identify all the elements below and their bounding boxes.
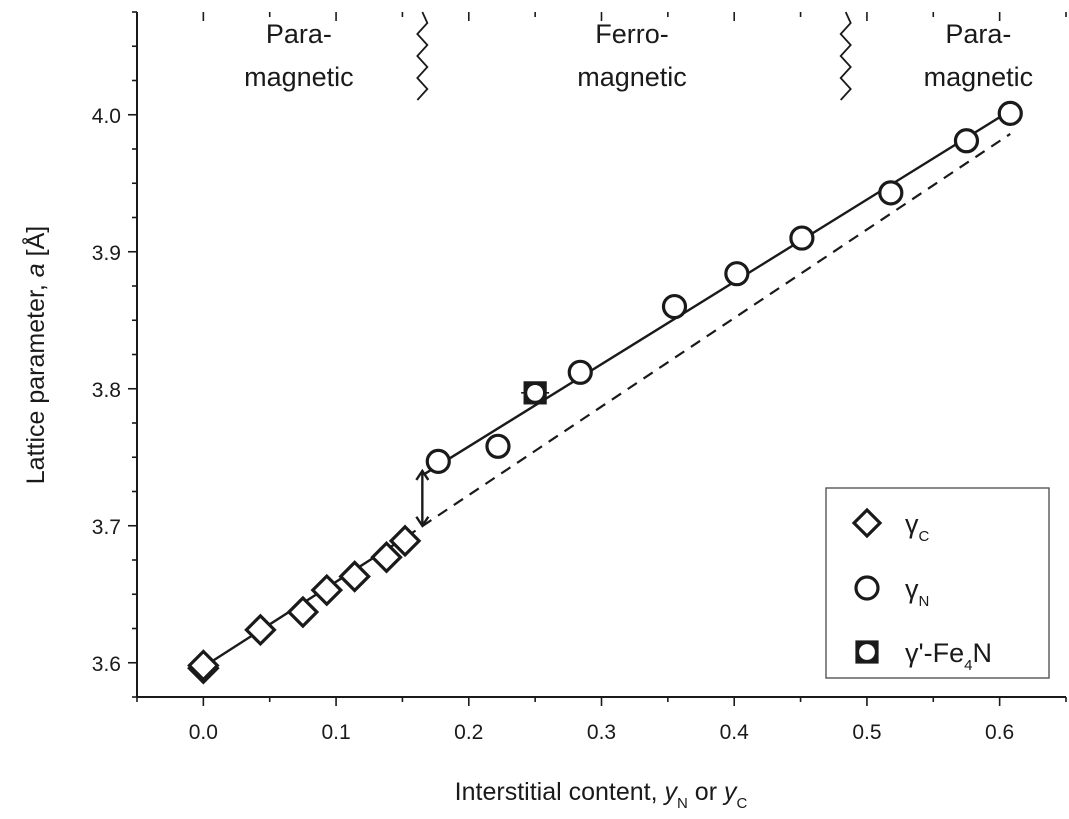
fe4n-point	[523, 381, 547, 405]
region-label-line1: Ferro-	[595, 19, 669, 49]
legend-label-2: γ'-Fe4N	[905, 638, 992, 674]
y-tick-label: 4.0	[92, 105, 121, 128]
gamma-c-point	[338, 560, 371, 593]
data-points	[187, 100, 1023, 685]
x-tick-label: 0.3	[587, 721, 616, 744]
x-tick-label: 0.4	[720, 721, 750, 744]
y-tick-label: 3.6	[92, 653, 121, 676]
region-label-line1: Para-	[945, 19, 1011, 49]
axes: 0.0 0.1 0.2 0.3 0.4 0.5 0.6 3.6 3.7 3.8 3.9 4.0	[92, 11, 1067, 744]
gamma-n-point	[997, 100, 1023, 126]
x-tick-label: 0.1	[321, 721, 350, 744]
gamma-c-point	[388, 524, 422, 558]
phase-boundary-0	[416, 11, 429, 101]
x-tick-label: 0.5	[852, 721, 881, 744]
region-label-line2: magnetic	[244, 62, 354, 92]
y-tick-label: 3.7	[92, 516, 121, 539]
x-tick-label: 0.6	[985, 721, 1014, 744]
x-axis-title-var1: y	[663, 778, 679, 806]
legend-label-tail: N	[973, 638, 993, 668]
reference-line-dashed	[405, 133, 1011, 538]
gamma-c-point	[310, 573, 344, 607]
legend-label-sub: 4	[964, 657, 972, 674]
legend-label-0: γC	[905, 509, 930, 545]
legend-label-sub: N	[919, 593, 930, 610]
gamma-c-point	[286, 595, 320, 629]
x-axis-title-prefix: Interstitial content,	[455, 778, 665, 806]
y-axis-title-suffix: [Å]	[20, 226, 50, 264]
phase-boundary-1	[839, 11, 852, 101]
gamma-n-point	[878, 180, 904, 206]
gamma-c-point	[187, 649, 220, 682]
region-label-line2: magnetic	[924, 62, 1034, 92]
x-axis-title-var2: y	[722, 778, 738, 806]
region-label-line2: magnetic	[577, 62, 687, 92]
crossed-square-circle	[855, 640, 879, 664]
gamma-n-point	[567, 359, 593, 385]
x-tick-label: 0.0	[189, 721, 218, 744]
gamma-c-point	[244, 613, 277, 647]
fit-line-1	[424, 109, 1011, 475]
legend-label-sub: C	[919, 528, 930, 545]
x-axis-title-sub1: N	[677, 795, 688, 812]
y-axis-title: Lattice parameter, a [Å]	[20, 226, 50, 484]
legend-label-main: γ	[905, 509, 919, 539]
x-axis-title-mid: or	[688, 778, 724, 806]
y-axis-title-prefix: Lattice parameter,	[22, 277, 50, 484]
gamma-n-point	[661, 293, 688, 320]
gap-arrow-head-top	[415, 468, 430, 481]
gap-arrow-head-bottom	[415, 516, 430, 528]
legend-label-main: γ'-Fe	[905, 638, 964, 668]
region-labels: Para-magnetic Ferro-magnetic Para-magnetic	[244, 19, 1033, 92]
legend-gamma-c-marker	[851, 507, 883, 539]
legend-label-1: γN	[905, 574, 929, 610]
gamma-c-point	[370, 540, 403, 574]
gamma-n-point	[789, 225, 815, 251]
x-axis-title: Interstitial content, yN or yC	[455, 778, 748, 812]
legend-gamma-n-marker	[854, 575, 880, 601]
crossed-square-circle	[524, 381, 547, 404]
y-tick-label: 3.9	[92, 242, 121, 265]
gap-arrow	[415, 468, 430, 528]
x-axis-title-sub2: C	[736, 795, 747, 812]
legend-fe4n-marker	[855, 640, 879, 664]
legend-label-main: γ	[905, 574, 919, 604]
gamma-n-point	[953, 128, 980, 154]
x-tick-label: 0.2	[454, 721, 483, 744]
y-axis-title-var: a	[22, 263, 50, 277]
region-label-line1: Para-	[266, 19, 332, 49]
phase-boundaries	[416, 11, 852, 101]
gamma-n-point	[425, 448, 451, 474]
gamma-n-point	[485, 433, 511, 459]
gamma-n-point	[724, 261, 750, 287]
y-tick-label: 3.8	[92, 379, 121, 402]
